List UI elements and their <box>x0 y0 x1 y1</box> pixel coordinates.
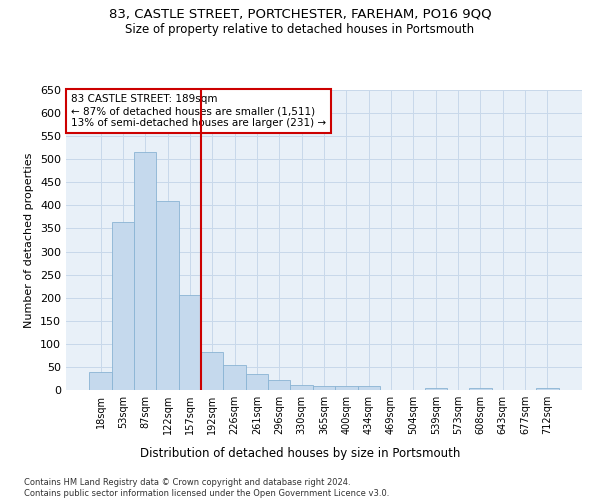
Bar <box>536 388 559 390</box>
Bar <box>335 386 358 390</box>
Bar <box>223 364 246 390</box>
Bar <box>469 388 491 390</box>
Bar <box>112 222 134 390</box>
Text: Contains HM Land Registry data © Crown copyright and database right 2024.
Contai: Contains HM Land Registry data © Crown c… <box>24 478 389 498</box>
Bar <box>134 152 157 390</box>
Bar <box>268 380 290 390</box>
Text: Size of property relative to detached houses in Portsmouth: Size of property relative to detached ho… <box>125 22 475 36</box>
Text: Distribution of detached houses by size in Portsmouth: Distribution of detached houses by size … <box>140 448 460 460</box>
Bar <box>89 372 112 390</box>
Bar <box>179 296 201 390</box>
Bar <box>246 374 268 390</box>
Bar <box>201 352 223 390</box>
Bar <box>157 201 179 390</box>
Bar <box>358 386 380 390</box>
Text: 83, CASTLE STREET, PORTCHESTER, FAREHAM, PO16 9QQ: 83, CASTLE STREET, PORTCHESTER, FAREHAM,… <box>109 8 491 20</box>
Bar <box>313 386 335 390</box>
Text: 83 CASTLE STREET: 189sqm
← 87% of detached houses are smaller (1,511)
13% of sem: 83 CASTLE STREET: 189sqm ← 87% of detach… <box>71 94 326 128</box>
Y-axis label: Number of detached properties: Number of detached properties <box>25 152 34 328</box>
Bar <box>425 388 447 390</box>
Bar <box>290 385 313 390</box>
